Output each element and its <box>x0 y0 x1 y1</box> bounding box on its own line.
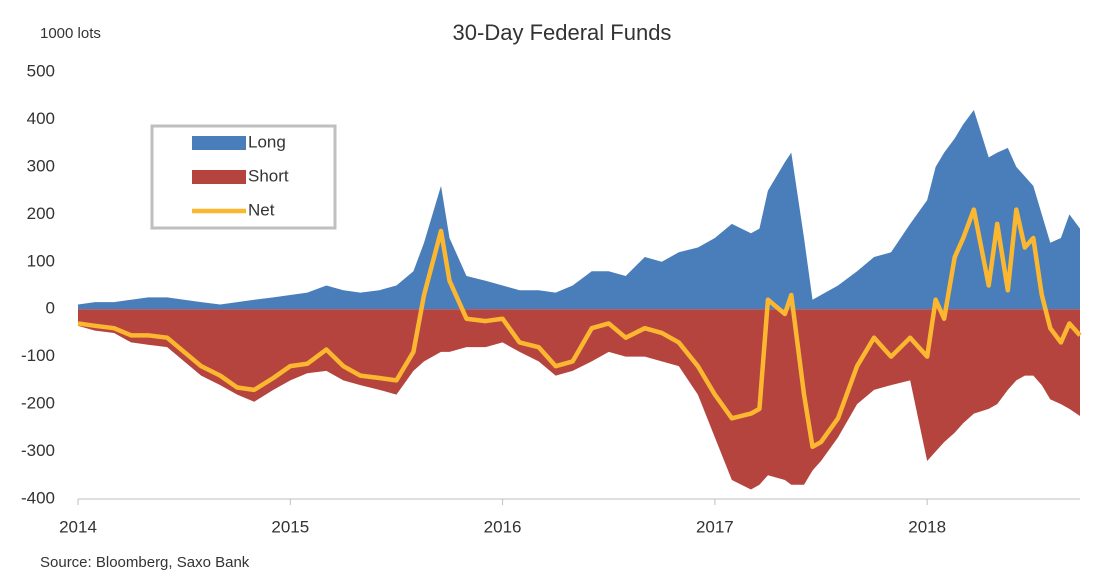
x-tick-label: 2018 <box>908 517 946 536</box>
source-note: Source: Bloomberg, Saxo Bank <box>40 554 250 571</box>
line-net <box>77 207 1082 450</box>
legend: Long Short Net <box>150 124 337 230</box>
y-tick-label: 100 <box>27 251 55 270</box>
legend-swatch <box>192 170 246 184</box>
x-tick-label: 2015 <box>271 517 309 536</box>
chart-title: 30-Day Federal Funds <box>453 20 672 45</box>
y-tick-label: -200 <box>21 394 55 413</box>
y-tick-label: -100 <box>21 346 55 365</box>
y-tick-label: 500 <box>27 61 55 80</box>
y-tick-label: 300 <box>27 156 55 175</box>
legend-swatch <box>192 136 246 150</box>
x-tick-label: 2017 <box>696 517 734 536</box>
plot-area <box>77 109 1082 490</box>
legend-label: Short <box>248 166 289 185</box>
legend-label: Net <box>248 200 275 219</box>
y-tick-label: 0 <box>46 299 55 318</box>
y-axis-label: 1000 lots <box>40 25 101 42</box>
y-tick-label: -400 <box>21 488 55 507</box>
y-tick-label: -300 <box>21 441 55 460</box>
area-long <box>78 109 1080 310</box>
x-tick-label: 2014 <box>59 517 97 536</box>
y-tick-label: 400 <box>27 109 55 128</box>
x-tick-label: 2016 <box>484 517 522 536</box>
legend-label: Long <box>248 132 286 151</box>
y-tick-label: 200 <box>27 204 55 223</box>
